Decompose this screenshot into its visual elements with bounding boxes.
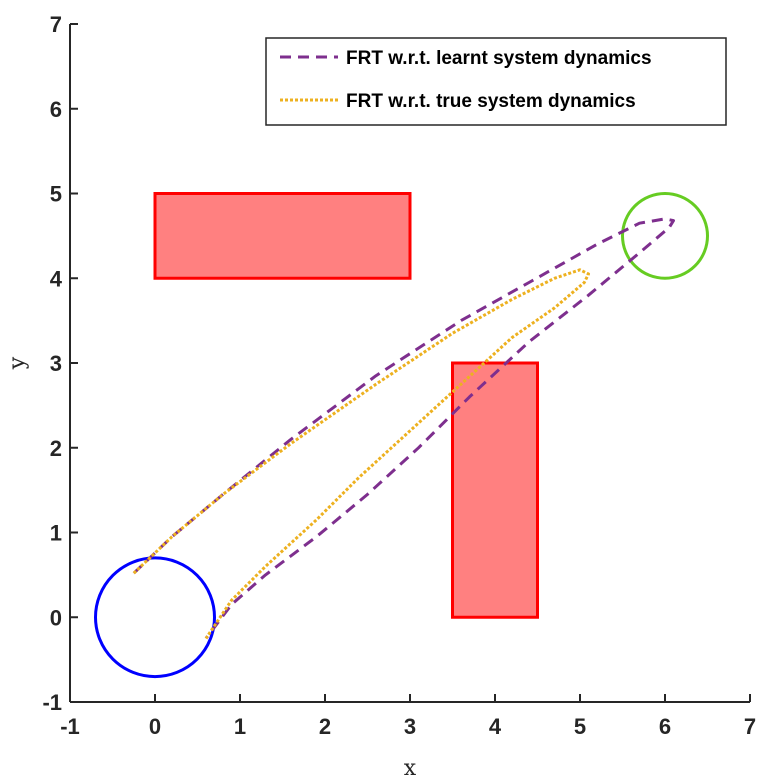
y-tick-label: 4	[50, 266, 63, 291]
series-line-2	[132, 268, 590, 640]
legend-label-2: FRT w.r.t. true system dynamics	[346, 91, 636, 112]
y-axis-title: y	[5, 356, 30, 370]
legend: FRT w.r.t. learnt system dynamics FRT w.r…	[265, 37, 727, 126]
y-tick-label: 1	[50, 521, 62, 546]
obstacles	[153, 192, 539, 619]
obstacle-rect-2	[451, 361, 539, 619]
x-axis-title: x	[404, 756, 417, 781]
x-tick-label: 7	[744, 714, 756, 739]
series-lines	[132, 217, 675, 640]
x-tick-label: 4	[489, 714, 502, 739]
goal-circle	[621, 192, 709, 280]
start-circle	[94, 556, 216, 679]
y-ticks: -1 0 1 2 3 4 5 6 7	[42, 12, 78, 715]
series-line-1	[132, 217, 675, 640]
y-tick-label: 0	[50, 605, 62, 630]
x-tick-label: 1	[234, 714, 246, 739]
x-tick-label: 2	[319, 714, 331, 739]
x-tick-label: 6	[659, 714, 671, 739]
y-tick-label: 7	[50, 12, 62, 37]
legend-label-1: FRT w.r.t. learnt system dynamics	[346, 48, 652, 69]
y-tick-label: -1	[42, 690, 62, 715]
y-tick-label: 2	[50, 436, 62, 461]
y-tick-label: 6	[50, 97, 62, 122]
y-tick-label: 5	[50, 182, 62, 207]
x-tick-label: 5	[574, 714, 586, 739]
x-tick-label: 0	[149, 714, 161, 739]
x-tick-label: 3	[404, 714, 416, 739]
y-tick-label: 3	[50, 351, 62, 376]
x-tick-label: -1	[60, 714, 80, 739]
circles	[94, 192, 709, 679]
x-ticks: -1 0 1 2 3 4 5 6 7	[60, 694, 756, 739]
obstacle-rect-1	[153, 192, 412, 280]
legend-box	[265, 37, 727, 126]
